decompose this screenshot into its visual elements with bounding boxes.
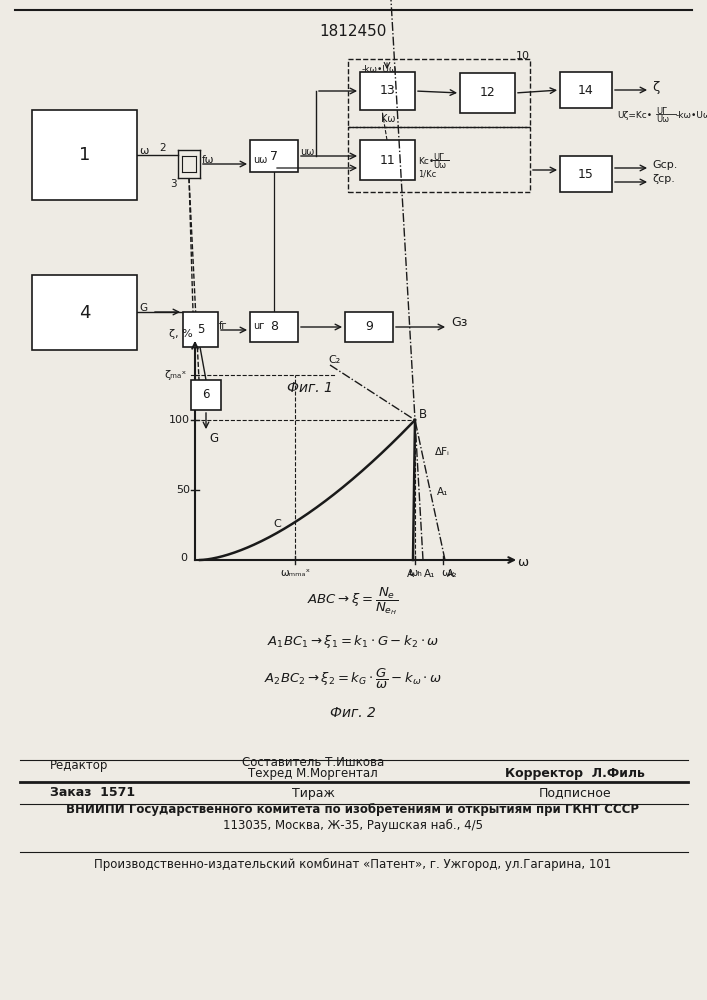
Text: Фиг. 2: Фиг. 2 xyxy=(330,706,376,720)
Text: ζ: ζ xyxy=(652,82,659,95)
Text: ζср.: ζср. xyxy=(652,174,675,184)
Text: Uζ=Kс•: Uζ=Kс• xyxy=(617,111,652,120)
Text: 0: 0 xyxy=(180,553,187,563)
Text: 10: 10 xyxy=(516,51,530,61)
Bar xyxy=(360,140,415,180)
Text: ζ, %: ζ, % xyxy=(169,329,193,339)
Text: uω: uω xyxy=(300,147,315,157)
Text: A: A xyxy=(407,569,414,579)
Text: Gз: Gз xyxy=(451,316,467,330)
Text: A₁: A₁ xyxy=(437,487,448,497)
Text: 9: 9 xyxy=(365,320,373,334)
Text: UГ: UГ xyxy=(433,153,444,162)
Text: Производственно-издательский комбинат «Патент», г. Ужгород, ул.Гагарина, 101: Производственно-издательский комбинат «П… xyxy=(94,857,612,871)
Text: 50: 50 xyxy=(176,485,190,495)
Text: ζₘₐˣ: ζₘₐˣ xyxy=(165,370,187,380)
Text: Техред М.Моргентал: Техред М.Моргентал xyxy=(248,768,378,780)
Text: $ABC \rightarrow \xi = \dfrac{N_e}{N_{e_H}}$: $ABC \rightarrow \xi = \dfrac{N_e}{N_{e_… xyxy=(308,585,399,617)
Text: 1: 1 xyxy=(78,146,90,164)
Text: ω: ω xyxy=(518,556,529,568)
Text: G: G xyxy=(209,432,218,444)
Bar xyxy=(191,380,221,410)
Bar xyxy=(250,140,298,172)
Text: ω: ω xyxy=(139,146,148,156)
Text: 3: 3 xyxy=(170,179,177,189)
Text: Uω: Uω xyxy=(433,160,446,169)
Text: UГ: UГ xyxy=(656,107,667,116)
Text: 8: 8 xyxy=(270,320,278,334)
Text: $A_2BC_2 \rightarrow \xi_2 = k_G \cdot \dfrac{G}{\omega} - k_\omega \cdot \omega: $A_2BC_2 \rightarrow \xi_2 = k_G \cdot \… xyxy=(264,667,442,691)
Text: B: B xyxy=(419,408,427,422)
Text: 13: 13 xyxy=(380,85,395,98)
Text: Фиг. 1: Фиг. 1 xyxy=(287,381,333,395)
Text: Kс•: Kс• xyxy=(418,157,434,166)
Text: -kω•Uω: -kω•Uω xyxy=(362,64,397,74)
Text: 100: 100 xyxy=(169,415,190,425)
Text: A₁: A₁ xyxy=(424,569,436,579)
Bar xyxy=(345,312,393,342)
Text: $A_1BC_1 \rightarrow \xi_1 = k_1 \cdot G - k_2 \cdot \omega$: $A_1BC_1 \rightarrow \xi_1 = k_1 \cdot G… xyxy=(267,633,439,650)
Text: 12: 12 xyxy=(479,87,496,100)
Text: ВНИИПИ Государственного комитета по изобретениям и открытиям при ГКНТ СССР: ВНИИПИ Государственного комитета по изоб… xyxy=(66,804,640,816)
Text: 5: 5 xyxy=(197,323,204,336)
Text: ωₘₘₐˣ: ωₘₘₐˣ xyxy=(280,568,310,578)
Text: uг: uг xyxy=(253,321,264,331)
Bar xyxy=(460,73,515,113)
Bar xyxy=(560,72,612,108)
Text: 113035, Москва, Ж-35, Раушская наб., 4/5: 113035, Москва, Ж-35, Раушская наб., 4/5 xyxy=(223,818,483,832)
Bar xyxy=(348,127,530,192)
Text: Корректор  Л.Филь: Корректор Л.Филь xyxy=(505,768,645,780)
Text: fω: fω xyxy=(202,155,214,165)
Text: uω: uω xyxy=(253,155,267,165)
Bar xyxy=(360,72,415,110)
Text: 1/Kс: 1/Kс xyxy=(418,169,436,178)
Text: 6: 6 xyxy=(202,388,210,401)
Bar xyxy=(560,156,612,192)
Bar xyxy=(183,312,218,347)
Text: fг: fг xyxy=(219,321,228,331)
Text: Uω: Uω xyxy=(656,115,669,124)
Text: Редактор: Редактор xyxy=(50,760,108,772)
Text: 2: 2 xyxy=(159,143,165,153)
Text: A₂: A₂ xyxy=(447,569,457,579)
Bar xyxy=(348,59,530,127)
Text: Составитель Т.Ишкова: Составитель Т.Ишкова xyxy=(242,756,384,768)
Text: 15: 15 xyxy=(578,167,594,180)
Text: Подписное: Подписное xyxy=(539,786,612,800)
Text: 4: 4 xyxy=(78,304,90,322)
Bar xyxy=(32,110,137,200)
Text: 7: 7 xyxy=(270,149,278,162)
Text: ωₖ: ωₖ xyxy=(441,568,455,578)
Text: C: C xyxy=(273,519,281,529)
Bar xyxy=(250,312,298,342)
Text: 1812450: 1812450 xyxy=(320,24,387,39)
Text: Заказ  1571: Заказ 1571 xyxy=(50,786,135,800)
Text: 14: 14 xyxy=(578,84,594,97)
Bar xyxy=(32,275,137,350)
Text: C₂: C₂ xyxy=(328,355,340,365)
Text: G: G xyxy=(139,303,147,313)
Text: ΔFᵢ: ΔFᵢ xyxy=(435,447,450,457)
Text: Kω: Kω xyxy=(381,114,395,124)
Text: Gср.: Gср. xyxy=(652,160,677,170)
Text: -kω•Uω: -kω•Uω xyxy=(676,111,707,120)
Text: ωₕ: ωₕ xyxy=(408,568,422,578)
Text: Тираж: Тираж xyxy=(291,786,334,800)
Text: 11: 11 xyxy=(380,153,395,166)
